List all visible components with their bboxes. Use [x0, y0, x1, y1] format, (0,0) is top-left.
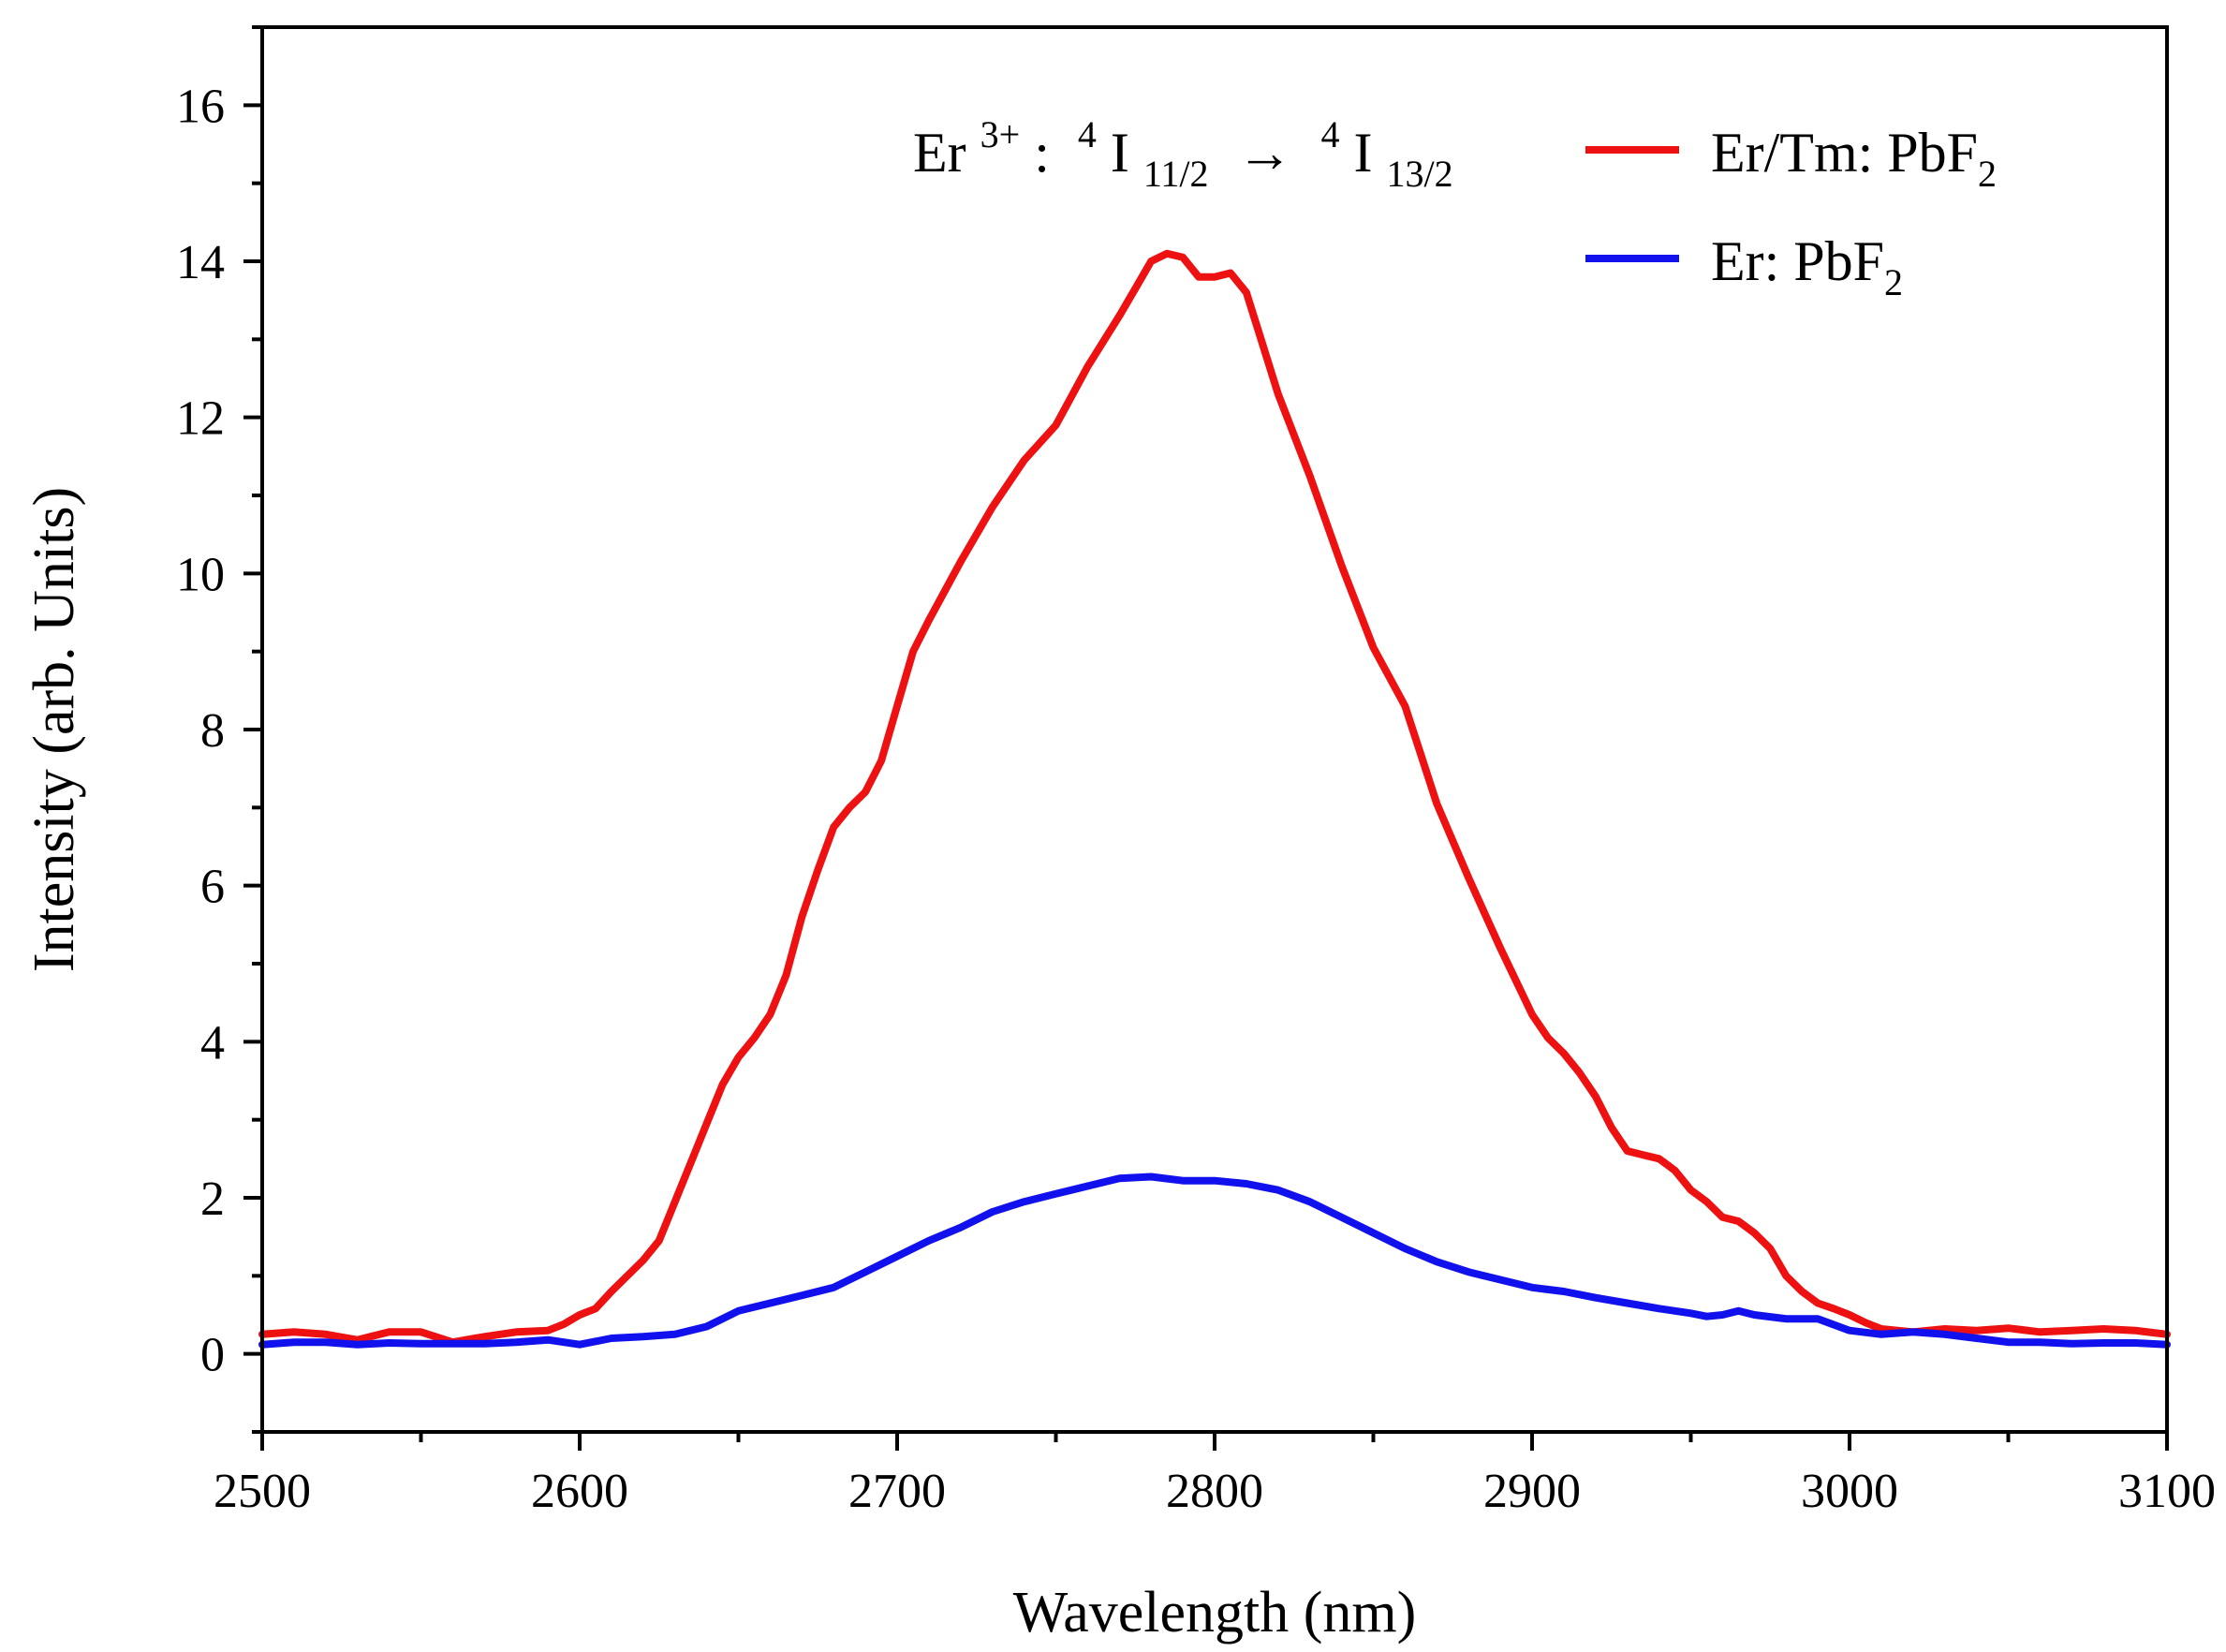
x-tick-label-3100: 3100: [2118, 1465, 2216, 1518]
series-line-er: [258, 1173, 2171, 1349]
x-tick-label-2900: 2900: [1483, 1465, 1581, 1518]
annotation-j-1: 11/2: [1143, 153, 1209, 195]
annotation-charge: 3+: [980, 113, 1021, 155]
annotation-ion: Er: [913, 122, 966, 184]
x-axis-label: Wavelength (nm): [1013, 1581, 1417, 1645]
y-tick-label-10: 10: [176, 548, 225, 601]
y-tick-label-0: 0: [200, 1329, 225, 1382]
annotation-multiplicity-2: 4: [1321, 113, 1340, 155]
y-tick-label-6: 6: [200, 861, 225, 914]
ticks-layer: 2500 2600 2700 2800 2900 3000 3100 0 2 4 6 8 10 12 14 1…: [176, 25, 2216, 1518]
series-layer: [258, 249, 2171, 1349]
y-tick-label-14: 14: [176, 236, 225, 289]
series-line-er-tm: [258, 249, 2171, 1347]
annotation-level-2: I: [1354, 122, 1373, 184]
annotation-multiplicity-1: 4: [1078, 113, 1097, 155]
legend-label-er: Er: PbF2: [1711, 230, 1903, 303]
y-tick-label-4: 4: [200, 1016, 225, 1069]
annotation-arrow: →: [1223, 122, 1307, 184]
transition-annotation: Er 3+ : 4 I 11/2 → 4 I 13/2: [913, 97, 1453, 199]
legend-label-er-tm: Er/Tm: PbF2: [1711, 122, 1997, 195]
x-tick-label-2600: 2600: [531, 1465, 628, 1518]
legend: Er/Tm: PbF2 Er: PbF2: [1585, 122, 1997, 303]
annotation-level-1: I: [1111, 122, 1129, 184]
y-tick-label-8: 8: [200, 704, 225, 758]
x-tick-label-2500: 2500: [214, 1465, 311, 1518]
x-tick-label-2800: 2800: [1166, 1465, 1263, 1518]
annotation-colon: :: [1034, 122, 1064, 184]
y-tick-label-12: 12: [176, 392, 225, 446]
annotation-j-2: 13/2: [1386, 153, 1452, 195]
x-tick-label-2700: 2700: [848, 1465, 946, 1518]
y-tick-label-2: 2: [200, 1173, 225, 1226]
y-tick-label-16: 16: [176, 80, 225, 133]
y-axis-label: Intensity (arb. Units): [22, 487, 86, 972]
x-tick-label-3000: 3000: [1801, 1465, 1898, 1518]
